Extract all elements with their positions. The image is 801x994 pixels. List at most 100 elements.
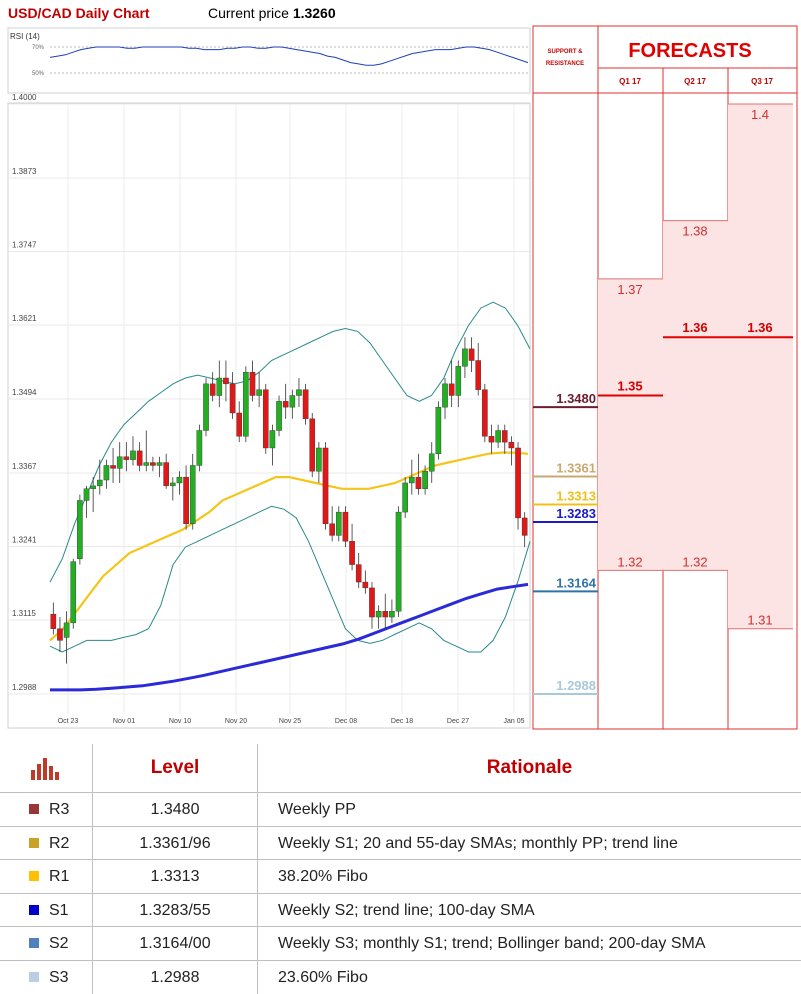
forecast-high: 1.4 xyxy=(751,107,769,122)
candle-body xyxy=(402,482,408,513)
table-row: R1 1.3313 38.20% Fibo xyxy=(0,859,801,893)
table-row: R3 1.3480 Weekly PP xyxy=(0,792,801,826)
rsi-level-70: 70% xyxy=(32,45,45,51)
forecast-low: 1.32 xyxy=(682,554,707,569)
candle-body xyxy=(482,389,488,437)
table-row: S2 1.3164/00 Weekly S3; monthly S1; trend;… xyxy=(0,926,801,960)
x-tick-label: Dec 18 xyxy=(391,718,413,725)
level-name-cell: S2 xyxy=(0,927,92,960)
candle-body xyxy=(216,377,223,396)
candle-body xyxy=(475,360,482,390)
forecast-mid: 1.36 xyxy=(682,320,707,335)
rsi-label: RSI (14) xyxy=(10,32,40,41)
table-header: Level Rationale xyxy=(0,744,801,792)
candle-body xyxy=(70,561,77,624)
level-color-swatch xyxy=(29,971,39,982)
price-value: 1.3260 xyxy=(292,5,336,21)
side-panel: SUPPORT & RESISTANCE FORECASTS Q1 17 Q2 1… xyxy=(532,25,798,730)
table-logo xyxy=(0,744,92,792)
table-row: S3 1.2988 23.60% Fibo xyxy=(0,959,801,994)
level-name: S3 xyxy=(49,968,69,986)
candle-body xyxy=(183,476,189,524)
candle-body xyxy=(495,430,501,443)
sr-level-value: 1.3283 xyxy=(556,506,596,521)
current-price: Current price 1.3260 xyxy=(208,5,336,21)
candle-body xyxy=(123,456,130,460)
x-tick-label: Dec 08 xyxy=(335,718,357,725)
level-value: 1.3361/96 xyxy=(92,826,257,860)
y-tick-label: 1.3873 xyxy=(12,167,37,176)
candle-body xyxy=(136,450,143,466)
y-tick-label: 1.3494 xyxy=(12,388,37,397)
candle-body xyxy=(342,511,349,542)
forecast-mid: 1.36 xyxy=(747,320,772,335)
candle-body xyxy=(110,465,116,469)
level-name: R2 xyxy=(49,834,70,852)
level-value: 1.2988 xyxy=(92,960,257,994)
candle-body xyxy=(302,389,309,420)
bollinger-upper xyxy=(49,301,531,583)
x-tick-label: Jan 05 xyxy=(503,718,524,725)
forecast-high: 1.37 xyxy=(617,282,642,297)
candle-body xyxy=(329,523,335,536)
candle-body xyxy=(276,401,282,431)
x-tick-label: Dec 27 xyxy=(447,718,469,725)
candle-body xyxy=(77,500,83,559)
y-tick-label: 1.3621 xyxy=(12,314,37,323)
level-header: Level xyxy=(92,744,257,792)
candle-body xyxy=(355,564,362,583)
candle-body xyxy=(488,436,495,443)
sma-blue xyxy=(50,582,529,692)
candle-body xyxy=(442,383,448,408)
candle-body xyxy=(223,377,229,385)
rsi-line xyxy=(49,46,529,66)
sr-title-1: SUPPORT & xyxy=(547,49,583,55)
candle-body xyxy=(50,613,57,629)
sma-yellow xyxy=(49,451,529,642)
candle-body xyxy=(196,430,203,466)
forecasts-title: FORECASTS xyxy=(628,40,751,62)
candle-body xyxy=(375,611,382,618)
candle-body xyxy=(508,441,515,449)
forecast-range xyxy=(663,220,728,571)
rsi-panel: RSI (14) 70% 50% xyxy=(7,27,531,94)
level-name-cell: R3 xyxy=(0,793,92,826)
table-row: R2 1.3361/96 Weekly S1; 20 and 55-day SMAs… xyxy=(0,825,801,860)
candle-body xyxy=(289,395,296,408)
forecast-range xyxy=(598,278,663,571)
candle-body xyxy=(369,587,375,618)
level-value: 1.3283/55 xyxy=(92,893,257,927)
grid xyxy=(8,103,530,714)
x-axis: Oct 23 Nov 01 Nov 10 Nov 20 Nov 25 Dec 08 Dec … xyxy=(58,718,525,725)
bollinger-lower xyxy=(49,505,531,653)
candle-body xyxy=(170,482,176,487)
level-name-cell: S3 xyxy=(0,961,92,994)
candle-body xyxy=(521,517,528,536)
candle-body xyxy=(382,611,389,618)
sr-level-value: 1.2988 xyxy=(556,678,596,693)
candle-body xyxy=(422,471,428,489)
candle-body xyxy=(63,622,70,638)
candle-body xyxy=(203,383,209,431)
price-label: Current price xyxy=(208,5,289,21)
x-tick-label: Nov 10 xyxy=(169,718,191,725)
candle-body xyxy=(428,453,435,472)
level-color-swatch xyxy=(29,804,39,814)
table-row: S1 1.3283/55 Weekly S2; trend line; 100-da… xyxy=(0,892,801,927)
candle-body xyxy=(103,465,110,481)
level-color-swatch xyxy=(29,871,39,881)
level-rationale: 38.20% Fibo xyxy=(257,860,801,893)
level-color-swatch xyxy=(29,938,39,948)
candle-body xyxy=(96,479,103,487)
forecast-low: 1.31 xyxy=(747,613,772,628)
level-value: 1.3164/00 xyxy=(92,927,257,960)
quarter-label: Q2 17 xyxy=(684,77,706,86)
sr-title-2: RESISTANCE xyxy=(546,61,584,67)
candle-body xyxy=(362,581,369,589)
candle-body xyxy=(409,476,415,484)
candle-body xyxy=(262,389,269,449)
candle-body xyxy=(130,450,136,460)
level-rationale: Weekly S3; monthly S1; trend; Bollinger … xyxy=(257,927,801,960)
candle-body xyxy=(316,447,322,472)
level-rationale: Weekly S1; 20 and 55-day SMAs; monthly P… xyxy=(257,826,801,860)
